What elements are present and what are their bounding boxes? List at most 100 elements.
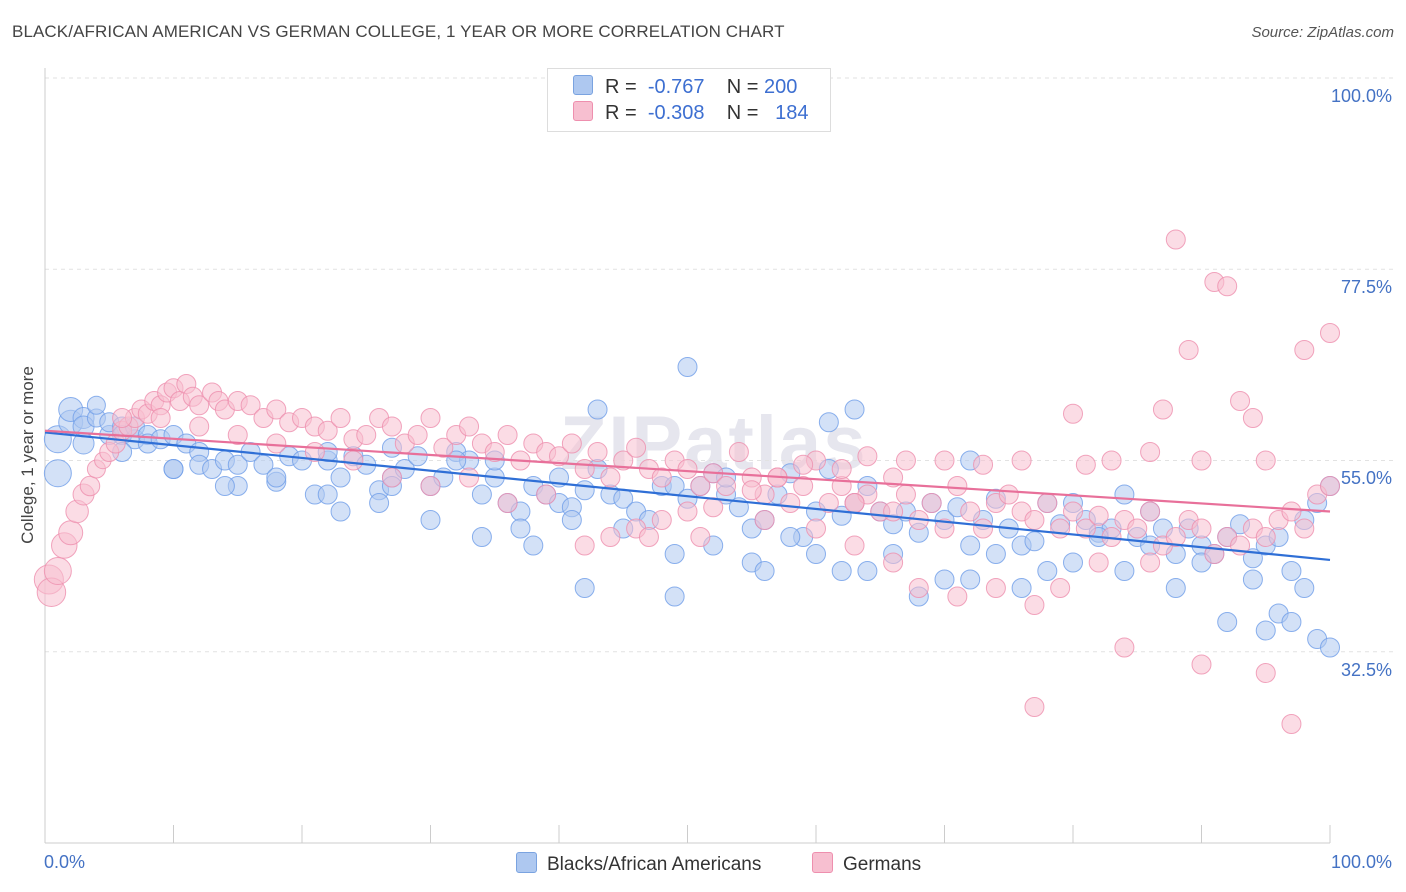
trend-line-germans xyxy=(44,429,1331,513)
data-point-germans xyxy=(600,527,621,547)
data-point-germans xyxy=(600,467,621,488)
data-point-germans xyxy=(651,510,672,530)
data-point-germans xyxy=(1024,510,1045,530)
data-point-blacks xyxy=(1281,561,1302,581)
trend-line-blacks xyxy=(44,431,1331,562)
data-point-germans xyxy=(1088,505,1109,526)
data-point-germans xyxy=(1024,697,1045,717)
data-point-germans xyxy=(574,459,595,479)
data-point-germans xyxy=(497,425,518,445)
data-point-germans xyxy=(780,493,801,513)
data-point-germans xyxy=(934,518,955,539)
data-point-blacks xyxy=(163,459,184,479)
data-point-germans xyxy=(728,442,749,462)
data-point-blacks xyxy=(985,544,1006,564)
legend-row-blacks: R = -0.767 N = 200 xyxy=(573,75,797,101)
data-point-blacks xyxy=(1063,552,1083,573)
data-point-germans xyxy=(1320,323,1340,343)
data-point-blacks xyxy=(574,578,595,598)
data-point-blacks xyxy=(1320,637,1340,658)
source-label: Source: ZipAtlas.com xyxy=(1251,24,1394,41)
r-label: R = xyxy=(605,102,637,124)
data-point-blacks xyxy=(806,544,826,564)
data-point-germans xyxy=(227,425,248,445)
data-point-germans xyxy=(677,459,698,479)
data-point-germans xyxy=(330,408,351,428)
data-point-germans xyxy=(973,454,994,475)
data-point-germans xyxy=(43,557,72,585)
data-point-germans xyxy=(1191,654,1212,675)
data-point-blacks xyxy=(664,544,685,564)
data-point-germans xyxy=(716,476,737,496)
data-point-germans xyxy=(613,450,634,471)
data-point-germans xyxy=(1230,391,1251,411)
data-point-blacks xyxy=(587,399,608,420)
data-point-germans xyxy=(934,450,955,471)
data-point-blacks xyxy=(1037,561,1058,581)
data-point-germans xyxy=(947,586,968,607)
data-point-germans xyxy=(240,395,261,416)
legend-item-blacks[interactable]: Blacks/African Americans xyxy=(516,852,761,876)
data-point-germans xyxy=(497,493,518,513)
legend-item-germans[interactable]: Germans xyxy=(812,852,921,876)
n-label: N = xyxy=(726,76,759,98)
r-label: R = xyxy=(605,76,637,98)
data-point-blacks xyxy=(1242,569,1263,590)
data-point-germans xyxy=(1011,450,1032,471)
data-point-blacks xyxy=(1114,484,1135,505)
data-point-germans xyxy=(1178,340,1199,360)
data-point-germans xyxy=(1140,501,1161,522)
data-point-germans xyxy=(1281,714,1302,734)
data-point-blacks xyxy=(857,561,878,581)
data-point-germans xyxy=(381,467,402,488)
data-point-germans xyxy=(1191,518,1212,539)
data-point-germans xyxy=(1050,518,1071,539)
data-point-blacks xyxy=(818,412,839,433)
data-point-germans xyxy=(407,425,428,445)
data-point-blacks xyxy=(574,480,595,501)
x-tick-label: 100.0% xyxy=(1330,852,1392,872)
data-point-germans xyxy=(1063,501,1083,522)
x-tick-label: 0.0% xyxy=(44,852,86,872)
chart-title: BLACK/AFRICAN AMERICAN VS GERMAN COLLEGE… xyxy=(12,22,785,41)
data-point-blacks xyxy=(86,395,106,415)
data-point-germans xyxy=(150,408,171,428)
data-point-germans xyxy=(484,442,505,462)
data-point-blacks xyxy=(960,535,981,556)
legend-swatch xyxy=(516,852,537,873)
data-point-germans xyxy=(1075,518,1096,539)
data-point-germans xyxy=(459,416,480,437)
data-point-germans xyxy=(266,399,287,420)
data-point-germans xyxy=(1075,454,1096,475)
data-point-blacks xyxy=(523,535,544,556)
data-point-blacks xyxy=(330,501,351,522)
data-point-blacks xyxy=(844,399,865,420)
data-point-germans xyxy=(638,527,659,547)
legend-label: Germans xyxy=(843,854,922,875)
data-point-germans xyxy=(112,408,133,428)
data-point-germans xyxy=(831,459,852,479)
legend-row-germans: R = -0.308 N = 184 xyxy=(573,101,809,127)
data-point-germans xyxy=(1114,637,1135,658)
data-point-germans xyxy=(1140,552,1161,573)
data-point-blacks xyxy=(664,586,685,607)
data-point-blacks xyxy=(561,510,582,530)
data-point-germans xyxy=(433,437,454,458)
data-point-germans xyxy=(1088,552,1109,573)
data-point-germans xyxy=(1050,578,1071,598)
data-point-blacks xyxy=(43,459,72,488)
data-point-germans xyxy=(985,578,1006,598)
data-point-germans xyxy=(1217,276,1238,297)
data-point-germans xyxy=(703,497,724,518)
data-point-germans xyxy=(1242,408,1263,428)
data-point-germans xyxy=(343,450,364,471)
data-point-germans xyxy=(549,446,569,467)
data-point-germans xyxy=(1191,450,1212,471)
data-point-blacks xyxy=(1024,531,1045,552)
data-point-germans xyxy=(677,501,698,522)
data-point-germans xyxy=(883,467,904,488)
data-point-germans xyxy=(1294,340,1315,360)
data-point-germans xyxy=(58,520,84,546)
data-point-blacks xyxy=(780,527,801,547)
